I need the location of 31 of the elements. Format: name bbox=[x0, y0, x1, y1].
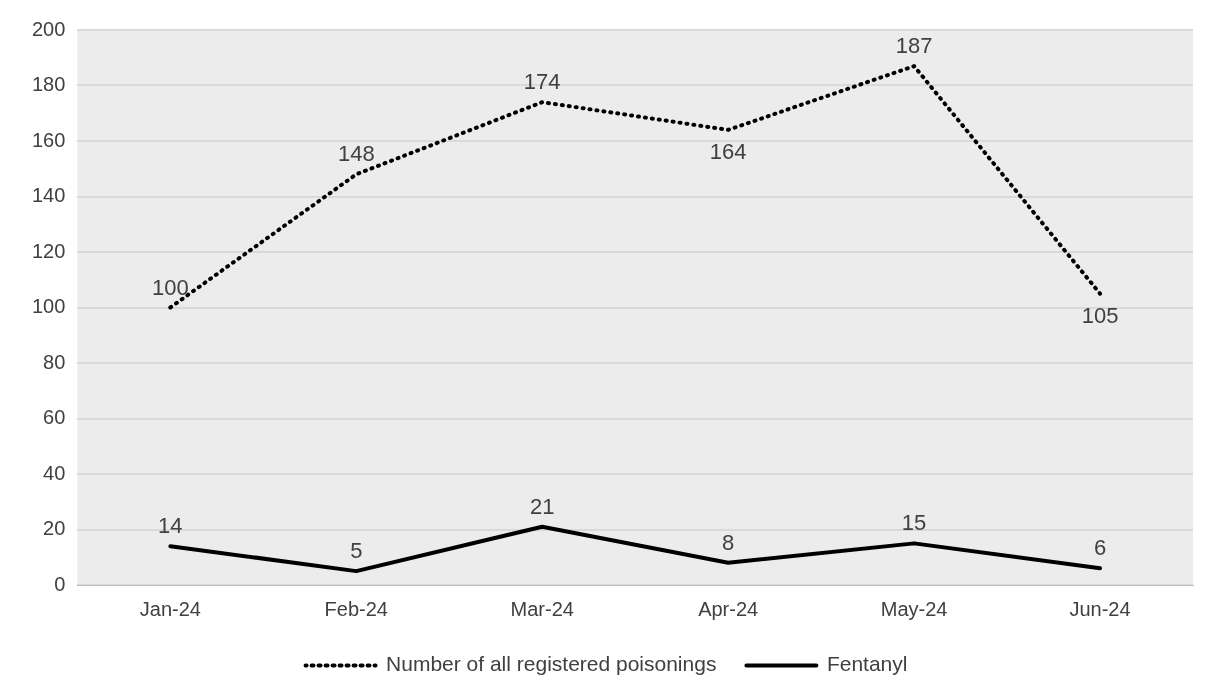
legend-label: Fentanyl bbox=[826, 652, 908, 676]
data-label: 164 bbox=[709, 138, 747, 164]
data-label: 8 bbox=[722, 529, 735, 555]
data-label: 105 bbox=[1081, 302, 1119, 328]
y-tick-label: 200 bbox=[31, 17, 66, 40]
data-label: 21 bbox=[529, 493, 555, 519]
y-tick-label: 100 bbox=[31, 295, 66, 318]
x-tick-label: Feb-24 bbox=[324, 597, 388, 620]
y-tick-label: 180 bbox=[31, 73, 66, 96]
data-label: 174 bbox=[523, 69, 561, 95]
x-tick-label: Mar-24 bbox=[510, 597, 574, 620]
legend-label: Number of all registered poisonings bbox=[386, 652, 717, 676]
data-label: 5 bbox=[350, 538, 363, 564]
x-tick-label: Apr-24 bbox=[698, 597, 759, 620]
data-label: 100 bbox=[151, 274, 189, 300]
y-tick-label: 40 bbox=[43, 461, 66, 484]
data-label: 15 bbox=[901, 510, 927, 536]
data-label: 6 bbox=[1093, 535, 1107, 561]
data-label: 14 bbox=[158, 513, 183, 539]
x-tick-label: Jan-24 bbox=[139, 597, 201, 620]
x-tick-label: Jun-24 bbox=[1069, 597, 1131, 620]
y-tick-label: 160 bbox=[31, 128, 66, 151]
x-tick-label: May-24 bbox=[880, 597, 948, 620]
data-label: 187 bbox=[895, 33, 933, 59]
y-tick-label: 140 bbox=[31, 184, 66, 207]
data-label: 148 bbox=[337, 141, 375, 167]
y-tick-label: 60 bbox=[43, 406, 66, 429]
y-tick-label: 120 bbox=[31, 239, 66, 262]
y-tick-label: 80 bbox=[43, 350, 66, 373]
y-tick-label: 0 bbox=[54, 572, 66, 595]
y-tick-label: 20 bbox=[43, 517, 66, 540]
